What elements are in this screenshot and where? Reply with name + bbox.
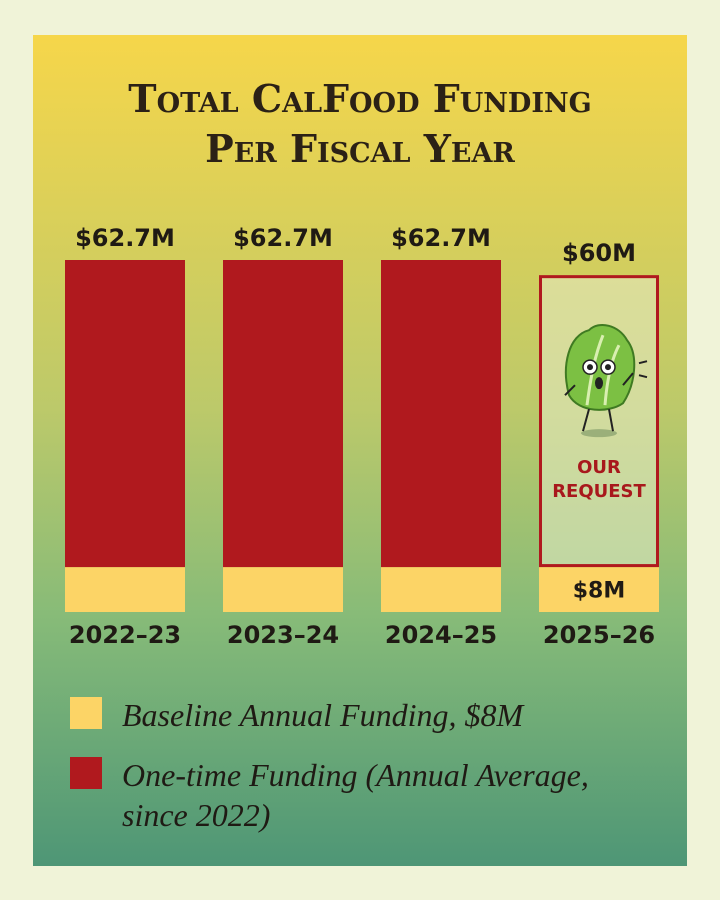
legend-swatch [70,757,102,789]
bar-segment [223,260,343,568]
legend-swatch [70,697,102,729]
total-label: $62.7M [391,224,491,252]
legend-entry: One-time Funding (Annual Average, since … [70,755,662,835]
mascot-mouth [595,377,603,390]
mascot-pupil [605,364,611,371]
x-tick-label: 2025–26 [543,621,655,649]
bar-segment [539,567,659,612]
mascot-limbs [564,360,648,432]
bar-segment [381,567,501,612]
mascot-shadow [581,429,617,438]
total-label: $62.7M [75,224,175,252]
mascot-pupil [587,364,593,371]
mascot-body [565,323,636,411]
request-bar [539,275,659,568]
value-label: $8M [573,579,626,604]
bar-segment [65,260,185,568]
total-label: $60M [562,239,636,267]
bar-segment [381,260,501,568]
legend-label: Baseline Annual Funding, $8M [122,697,524,733]
total-label: $62.7M [233,224,333,252]
annotation: OUR REQUEST [552,457,646,502]
legend-entry: Baseline Annual Funding, $8M [70,695,662,735]
lettuce-mascot [564,323,648,438]
bar-segment [65,567,185,612]
chart-title: Total CalFood Funding Per Fiscal Year [128,76,591,171]
x-tick-label: 2022–23 [69,621,181,649]
bar-segment [223,567,343,612]
x-tick-label: 2023–24 [227,621,339,649]
x-tick-label: 2024–25 [385,621,497,649]
legend-label: One-time Funding (Annual Average, since … [122,757,589,833]
